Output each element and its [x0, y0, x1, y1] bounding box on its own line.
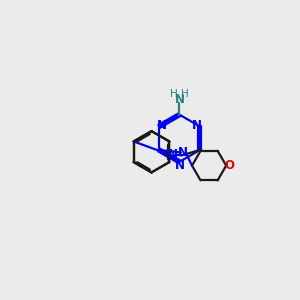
Text: N: N [192, 119, 202, 132]
Text: N: N [178, 146, 188, 159]
Text: H: H [170, 89, 178, 99]
Text: O: O [224, 159, 234, 172]
Text: N: N [157, 119, 167, 132]
Text: N: N [168, 148, 178, 161]
Text: N: N [174, 159, 184, 172]
Text: H: H [182, 89, 189, 99]
Text: N: N [174, 93, 184, 106]
